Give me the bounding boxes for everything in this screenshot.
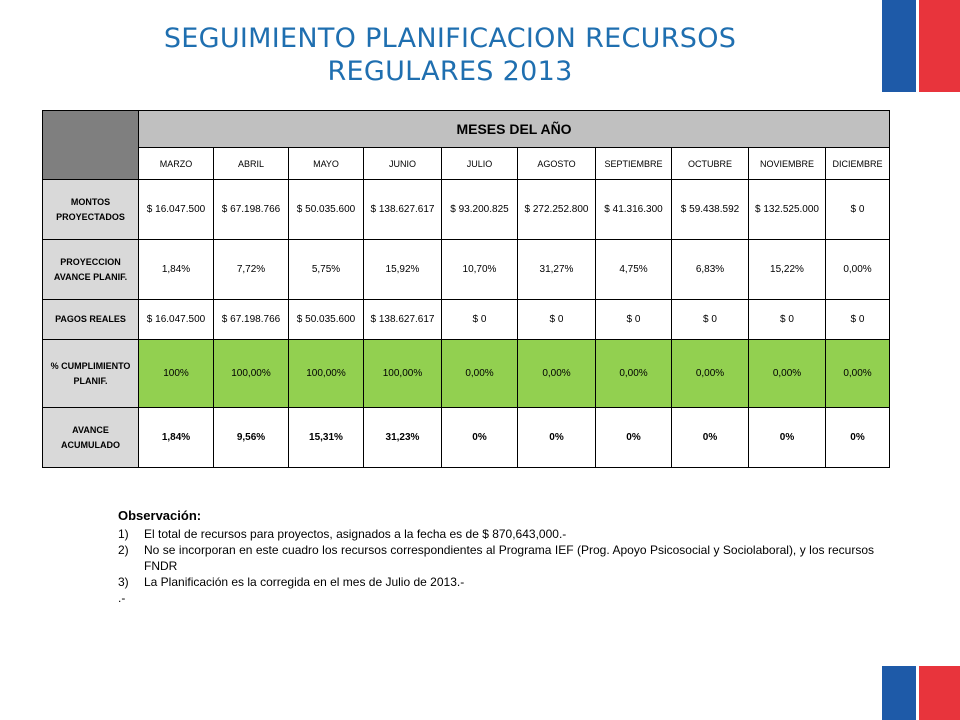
table-cell: $ 0 [824,299,891,340]
table-cell: 5,75% [288,239,364,300]
flag-gap [916,666,919,720]
table-cell: 0% [517,407,596,468]
table-cell: $ 0 [595,299,672,340]
table-cell: 31,23% [363,407,442,468]
observation-text: La Planificación es la corregida en el m… [144,575,465,589]
table-cell: $ 67.198.766 [213,179,289,240]
table-cell: $ 41.316.300 [595,179,672,240]
observation-text: El total de recursos para proyectos, asi… [144,527,567,541]
table-cell: $ 16.047.500 [138,179,214,240]
table-cell: 0% [748,407,826,468]
row-label: PROYECCION AVANCE PLANIF. [42,239,139,300]
observation-number: 3) [118,575,129,589]
flag-gap [916,0,919,92]
table-cell: 0% [671,407,749,468]
flag-decoration-top [882,0,960,92]
table-cell: $ 138.627.617 [363,179,442,240]
table-cell: 100,00% [288,339,364,408]
flag-blue-stripe [882,666,916,720]
table-cell: 0,00% [671,339,749,408]
flag-blue-stripe [882,0,916,92]
montos-proyectados-row: MONTOS PROYECTADOS $ 16.047.500 $ 67.198.7… [42,179,891,240]
row-label: % CUMPLIMIENTO PLANIF. [42,339,139,408]
table-cell: 100,00% [363,339,442,408]
table-cell: 9,56% [213,407,289,468]
row-label: MONTOS PROYECTADOS [42,179,139,240]
table-cell: $ 0 [748,299,826,340]
table-cell: 6,83% [671,239,749,300]
flag-red-stripe [919,666,960,720]
month-header: ABRIL [213,147,289,180]
table-cell: $ 132.525.000 [748,179,826,240]
table-cell: $ 16.047.500 [138,299,214,340]
table-cell: $ 50.035.600 [288,179,364,240]
month-header: JUNIO [363,147,442,180]
table-cell: 1,84% [138,407,214,468]
observation-item: 1) El total de recursos para proyectos, a… [118,526,874,542]
table-cell: $ 138.627.617 [363,299,442,340]
month-header: SEPTIEMBRE [595,147,672,180]
page-title-line2: REGULARES 2013 [327,56,573,87]
observation-item: 3) La Planificación es la corregida en el… [118,574,874,590]
month-header: MAYO [288,147,364,180]
table-cell: 0,00% [441,339,518,408]
observation-item: 2) No se incorporan en este cuadro los re… [118,542,874,574]
table-cell: $ 0 [517,299,596,340]
observations-title: Observación: [118,508,202,523]
table-cell: 1,84% [138,239,214,300]
page-title: SEGUIMIENTO PLANIFICACION RECURSOS REGUL… [100,22,800,88]
table-cell: 31,27% [517,239,596,300]
table-cell: 10,70% [441,239,518,300]
proyeccion-avance-row: PROYECCION AVANCE PLANIF. 1,84% 7,72% 5,75%… [42,239,891,300]
observations-list: 1) El total de recursos para proyectos, a… [118,526,874,590]
table-cell: $ 67.198.766 [213,299,289,340]
table-cell: 15,92% [363,239,442,300]
table-cell: 15,31% [288,407,364,468]
table-cell: 0,00% [595,339,672,408]
month-header: JULIO [441,147,518,180]
table-cell: $ 272.252.800 [517,179,596,240]
observations-section: Observación: 1) El total de recursos para… [118,508,874,606]
table-cell: 0,00% [748,339,826,408]
avance-acumulado-row: AVANCE ACUMULADO 1,84% 9,56% 15,31% 31,23% 0%… [42,407,891,468]
month-header: AGOSTO [517,147,596,180]
observation-number: 1) [118,527,129,541]
observation-text: No se incorporan en este cuadro los recu… [144,543,874,573]
table-cell: 15,22% [748,239,826,300]
table-cell: 0,00% [824,239,891,300]
flag-red-stripe [919,0,960,92]
month-header: NOVIEMBRE [748,147,826,180]
table-cell: 0% [441,407,518,468]
page-title-line1: SEGUIMIENTO PLANIFICACION RECURSOS [163,23,737,54]
table-cell: $ 0 [441,299,518,340]
table-cell: 7,72% [213,239,289,300]
row-label: PAGOS REALES [42,299,139,340]
table-cell: 0% [595,407,672,468]
table-cell: $ 50.035.600 [288,299,364,340]
table-body: MONTOS PROYECTADOS $ 16.047.500 $ 67.198.7… [42,179,891,468]
table-cell: $ 0 [671,299,749,340]
table-cell: $ 93.200.825 [441,179,518,240]
month-header: DICIEMBRE [824,147,891,180]
table-cell: 0,00% [824,339,891,408]
months-group-header: MESES DEL AÑO [137,110,891,148]
flag-decoration-bottom [882,666,960,720]
month-header: OCTUBRE [671,147,749,180]
pagos-reales-row: PAGOS REALES $ 16.047.500 $ 67.198.766 $ 50… [42,299,891,340]
table-cell: $ 0 [824,179,891,240]
cumplimiento-row: % CUMPLIMIENTO PLANIF. 100% 100,00% 100,00%… [42,339,891,408]
table-cell: 100% [138,339,214,408]
observation-number: 2) [118,543,129,557]
months-header-row: MARZO ABRIL MAYO JUNIO JULIO AGOSTO SEPTIEMBRE… [43,147,891,180]
table-cell: 4,75% [595,239,672,300]
table-cell: 0,00% [517,339,596,408]
resources-table: MESES DEL AÑO MARZO ABRIL MAYO JUNIO JULIO AG… [42,110,891,468]
observations-footer: .- [118,591,126,605]
row-label: AVANCE ACUMULADO [42,407,139,468]
table-corner [42,110,139,180]
month-header: MARZO [138,147,214,180]
table-cell: $ 59.438.592 [671,179,749,240]
table-cell: 100,00% [213,339,289,408]
table-cell: 0% [824,407,891,468]
